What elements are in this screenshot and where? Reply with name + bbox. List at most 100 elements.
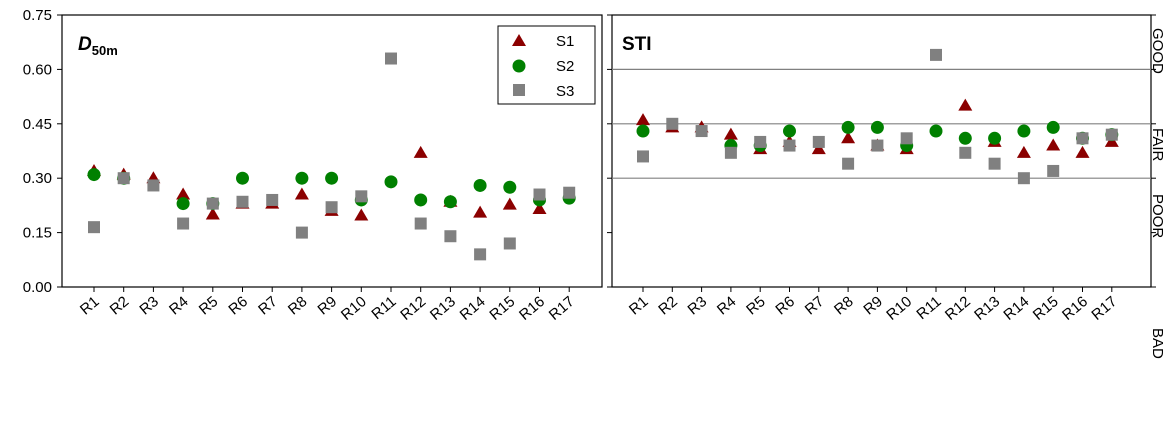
y-tick-label: 0.60 — [23, 61, 52, 78]
data-point-s3 — [695, 125, 708, 138]
x-tick-label: R2 — [655, 293, 681, 318]
x-tick-label: R17 — [1088, 293, 1120, 324]
data-point-s3 — [117, 172, 130, 185]
x-tick-label: R5 — [196, 293, 222, 318]
data-point-s3 — [88, 221, 100, 234]
x-tick-label: R11 — [913, 293, 944, 323]
data-point-s1 — [502, 197, 517, 210]
legend-label-s1: S1 — [556, 33, 574, 50]
data-point-s1 — [636, 113, 650, 126]
data-point-s2 — [841, 120, 855, 134]
quality-label-bad: BAD — [1149, 328, 1166, 359]
data-point-s3 — [637, 150, 649, 163]
data-point-s3 — [355, 190, 368, 203]
quality-label-fair: FAIR — [1149, 128, 1166, 162]
legend-marker-s1 — [512, 34, 526, 46]
data-point-s2 — [236, 171, 249, 185]
data-point-s1 — [723, 127, 738, 140]
x-tick-label: R14 — [457, 293, 489, 324]
data-point-s3 — [812, 135, 825, 148]
data-point-s3 — [871, 139, 884, 152]
x-tick-label: R4 — [166, 293, 192, 318]
x-tick-label: R3 — [685, 293, 711, 318]
x-tick-label: R8 — [285, 293, 311, 318]
data-point-s3 — [900, 132, 913, 145]
x-tick-label: R13 — [971, 293, 1003, 324]
data-point-s3 — [325, 201, 338, 214]
data-point-s2 — [176, 197, 190, 211]
data-point-s3 — [266, 193, 279, 206]
x-tick-label: R11 — [368, 293, 399, 323]
data-point-s1 — [294, 187, 309, 200]
x-tick-label: R7 — [802, 293, 828, 318]
data-point-s3 — [533, 188, 546, 201]
data-point-s3 — [959, 146, 972, 159]
data-point-s3 — [1105, 128, 1118, 141]
panel-title-d50m: D50m — [78, 34, 118, 58]
data-point-s2 — [988, 131, 1002, 145]
data-point-s3 — [147, 179, 160, 192]
x-tick-label: R15 — [1030, 293, 1062, 324]
data-point-s3 — [1076, 132, 1089, 145]
x-tick-label: R5 — [743, 293, 769, 318]
data-point-s1 — [1046, 138, 1061, 151]
legend-label-s2: S2 — [556, 58, 574, 75]
panel-title-d50m-main: D — [78, 34, 92, 55]
data-point-s3 — [295, 226, 308, 239]
legend-box — [497, 25, 596, 105]
data-point-s1 — [811, 142, 826, 155]
data-point-s2 — [958, 131, 972, 145]
quality-labels: GOOD FAIR POOR BAD — [1149, 28, 1166, 359]
data-point-s2 — [1017, 124, 1031, 138]
data-point-s3 — [930, 48, 942, 61]
data-point-s3 — [754, 135, 767, 148]
legend-label-s3: S3 — [556, 83, 574, 100]
data-point-s1 — [473, 205, 488, 218]
legend: S1 S2 S3 — [497, 25, 596, 105]
x-tick-label: R14 — [1000, 293, 1032, 324]
data-point-s2 — [636, 124, 650, 138]
x-tick-label: R10 — [338, 293, 370, 324]
data-point-s2 — [414, 193, 428, 207]
data-point-s3 — [783, 139, 796, 152]
y-tick-label: 0.75 — [23, 7, 52, 24]
x-tick-label: R6 — [772, 293, 798, 318]
x-tick-label: R10 — [883, 293, 915, 324]
data-point-s3 — [563, 186, 576, 199]
data-point-s2 — [384, 175, 398, 189]
data-point-s1 — [205, 207, 220, 220]
y-tick-label: 0.00 — [23, 279, 52, 296]
panel-title-d50m-sub: 50m — [92, 43, 118, 58]
x-tick-label: R16 — [1059, 293, 1091, 324]
legend-marker-s3 — [513, 84, 525, 96]
x-tick-label: R16 — [516, 293, 548, 324]
data-point-s1 — [532, 202, 547, 215]
data-point-s3 — [1047, 164, 1060, 177]
panel-title-sti: STI — [622, 34, 652, 55]
x-tick-label: R13 — [427, 293, 459, 324]
data-point-s3 — [444, 230, 457, 243]
x-tick-label: R9 — [315, 293, 341, 318]
x-tick-label: R7 — [255, 293, 281, 318]
quality-label-good: GOOD — [1149, 28, 1166, 74]
x-tick-label: R6 — [225, 293, 251, 318]
legend-marker-s2 — [512, 59, 526, 73]
plot-frame-sti — [611, 14, 1152, 288]
data-point-s2 — [473, 178, 487, 192]
data-point-s1 — [176, 187, 191, 200]
x-tick-label: R3 — [136, 293, 162, 318]
y-tick-label: 0.15 — [23, 225, 52, 242]
x-tick-label: R12 — [397, 293, 429, 324]
x-tick-label: R1 — [626, 293, 652, 318]
data-point-s3 — [724, 146, 737, 159]
data-point-s2 — [783, 124, 796, 138]
data-point-s3 — [842, 157, 855, 170]
x-tick-label: R15 — [486, 293, 518, 324]
x-tick-label: R9 — [860, 293, 886, 318]
x-tick-label: R12 — [942, 293, 974, 324]
data-point-s3 — [206, 197, 219, 210]
data-point-s2 — [295, 171, 309, 185]
data-point-s2 — [503, 180, 517, 194]
